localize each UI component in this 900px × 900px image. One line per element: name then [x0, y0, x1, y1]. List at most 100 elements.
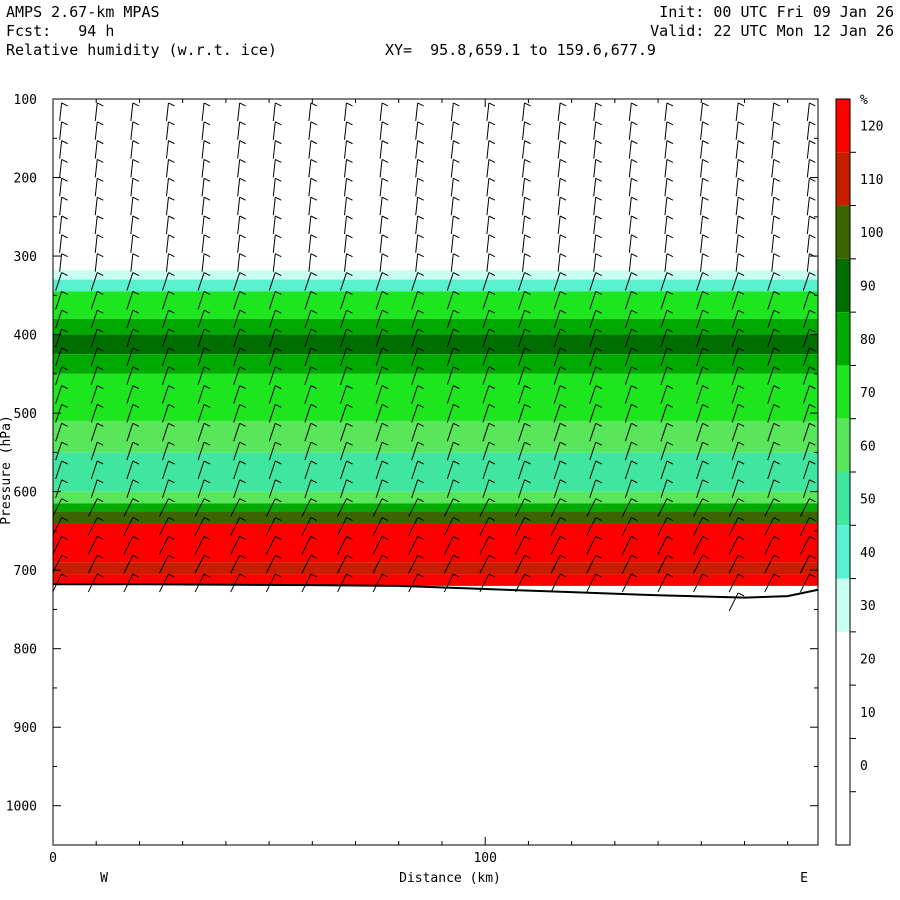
wind-barb-flag [381, 554, 389, 559]
wind-barb [735, 234, 739, 253]
wind-barb-flag [488, 422, 496, 427]
wind-barb-flag [488, 554, 496, 559]
wind-barb-flag [666, 140, 674, 145]
wind-barb-flag [239, 234, 246, 239]
wind-barb-flag [702, 328, 709, 333]
wind-barb-flag [168, 460, 175, 465]
wind-barb [735, 178, 739, 197]
field-title: Relative humidity (w.r.t. ice) [6, 41, 277, 59]
colorbar-label: 110 [860, 173, 883, 188]
wind-barb [268, 460, 276, 480]
wind-barb [767, 291, 775, 310]
wind-barb-flag [488, 121, 496, 126]
wind-barb-flag [595, 290, 602, 295]
wind-barb [446, 442, 454, 461]
wind-barb [375, 347, 383, 367]
wind-barb [771, 159, 775, 178]
wind-barb-flag [631, 102, 638, 107]
wind-barb [201, 234, 205, 253]
wind-barb-flag [737, 309, 745, 314]
wind-barb [343, 197, 347, 216]
wind-barb-flag [132, 460, 140, 465]
wind-barb [806, 215, 810, 235]
wind-barb [518, 385, 525, 404]
wind-barb [593, 197, 597, 216]
wind-barb [375, 328, 383, 348]
wind-barb-flag [488, 385, 496, 390]
wind-barb-flag [346, 460, 353, 465]
wind-barb [728, 573, 739, 593]
wind-barb-flag [702, 177, 709, 182]
wind-barb-flag [381, 573, 389, 578]
wind-barb [482, 328, 490, 348]
wind-barb-flag [773, 460, 780, 465]
wind-barb [308, 178, 312, 197]
wind-barb [268, 366, 276, 385]
wind-barb-flag [595, 460, 602, 465]
wind-barb [731, 291, 739, 310]
wind-barb [411, 347, 419, 367]
wind-barb [126, 442, 134, 461]
wind-barb-flag [203, 347, 211, 352]
wind-barb [126, 310, 134, 329]
wind-barb [126, 385, 134, 404]
wind-barb-flag [702, 121, 709, 126]
wind-barb [518, 404, 525, 423]
wind-barb [379, 178, 383, 197]
wind-barb-flag [595, 385, 602, 390]
wind-barb [233, 328, 241, 348]
wind-barb [693, 536, 703, 555]
rh-layer [53, 373, 818, 421]
wind-barb-flag [524, 517, 531, 521]
wind-barb [802, 385, 810, 404]
wind-barb [771, 102, 775, 121]
wind-barb [161, 328, 169, 348]
wind-barb-flag [275, 272, 282, 276]
wind-barb [479, 573, 490, 593]
wind-barb-flag [61, 290, 68, 295]
wind-barb-flag [559, 121, 567, 126]
wind-barb-flag [310, 121, 318, 126]
wind-barb-flag [97, 159, 104, 163]
wind-barb [197, 404, 205, 423]
wind-barb [90, 347, 98, 367]
wind-barb [557, 253, 561, 272]
wind-barb-flag [773, 535, 780, 540]
wind-barb-flag [168, 347, 175, 352]
wind-barb [660, 366, 668, 385]
wind-barb-flag [702, 535, 709, 540]
wind-barb-flag [203, 196, 211, 201]
wind-barb [375, 385, 383, 404]
wind-barb [161, 442, 169, 461]
wind-barb-flag [381, 422, 389, 427]
wind-barb-flag [417, 159, 424, 163]
wind-barb-flag [631, 535, 638, 540]
wind-barb-flag [417, 196, 424, 201]
wind-barb-flag [773, 441, 780, 446]
wind-barb [589, 347, 597, 367]
wind-barb-flag [417, 422, 424, 427]
wind-barb [337, 517, 347, 536]
wind-barb [375, 460, 383, 480]
wind-barb [522, 234, 526, 253]
wind-barb-flag [453, 573, 460, 578]
wind-barb [693, 555, 703, 574]
wind-barb-flag [275, 441, 282, 446]
wind-barb-flag [666, 479, 674, 484]
colorbar-label: 40 [860, 546, 876, 561]
wind-barb [624, 366, 632, 385]
wind-barb-flag [97, 479, 104, 484]
wind-barb-flag [417, 309, 424, 314]
wind-barb-flag [168, 102, 175, 107]
wind-barb-flag [488, 290, 496, 295]
wind-barb [90, 479, 98, 499]
wind-barb [624, 347, 632, 367]
wind-barb-flag [417, 498, 424, 503]
wind-barb-flag [97, 290, 104, 295]
wind-barb-flag [275, 140, 282, 145]
wind-barb-flag [381, 366, 389, 371]
wind-barb [589, 385, 597, 404]
wind-barb [446, 347, 454, 367]
wind-barb-flag [275, 196, 282, 201]
wind-barb [233, 272, 241, 291]
